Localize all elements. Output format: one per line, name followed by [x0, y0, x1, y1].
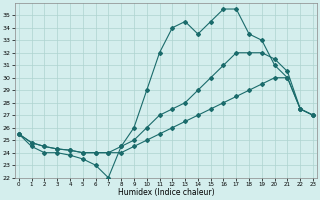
X-axis label: Humidex (Indice chaleur): Humidex (Indice chaleur): [117, 188, 214, 197]
